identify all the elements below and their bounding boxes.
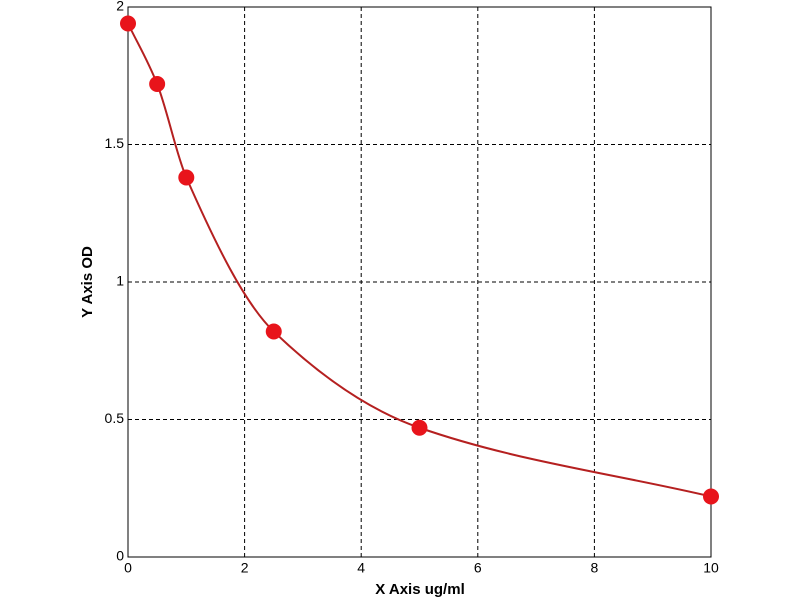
x-tick-label: 8 bbox=[591, 560, 599, 576]
x-tick-label: 10 bbox=[703, 560, 719, 576]
y-tick-label: 2 bbox=[116, 0, 124, 14]
x-tick-label: 0 bbox=[124, 560, 132, 576]
x-tick-label: 4 bbox=[357, 560, 365, 576]
x-tick-label: 2 bbox=[241, 560, 249, 576]
y-tick-label: 1 bbox=[116, 273, 124, 289]
data-point bbox=[149, 76, 166, 92]
y-tick-label: 1.5 bbox=[105, 135, 125, 151]
y-tick-label: 0.5 bbox=[105, 410, 125, 426]
x-axis-title: X Axis ug/ml bbox=[375, 581, 464, 598]
data-point bbox=[411, 419, 428, 436]
data-point bbox=[703, 488, 719, 505]
data-point bbox=[120, 15, 136, 32]
y-axis-title: Y Axis OD bbox=[79, 246, 96, 318]
y-tick-label: 0 bbox=[116, 548, 124, 564]
data-point bbox=[178, 169, 195, 186]
x-tick-label: 6 bbox=[474, 560, 482, 576]
data-point bbox=[265, 323, 282, 340]
